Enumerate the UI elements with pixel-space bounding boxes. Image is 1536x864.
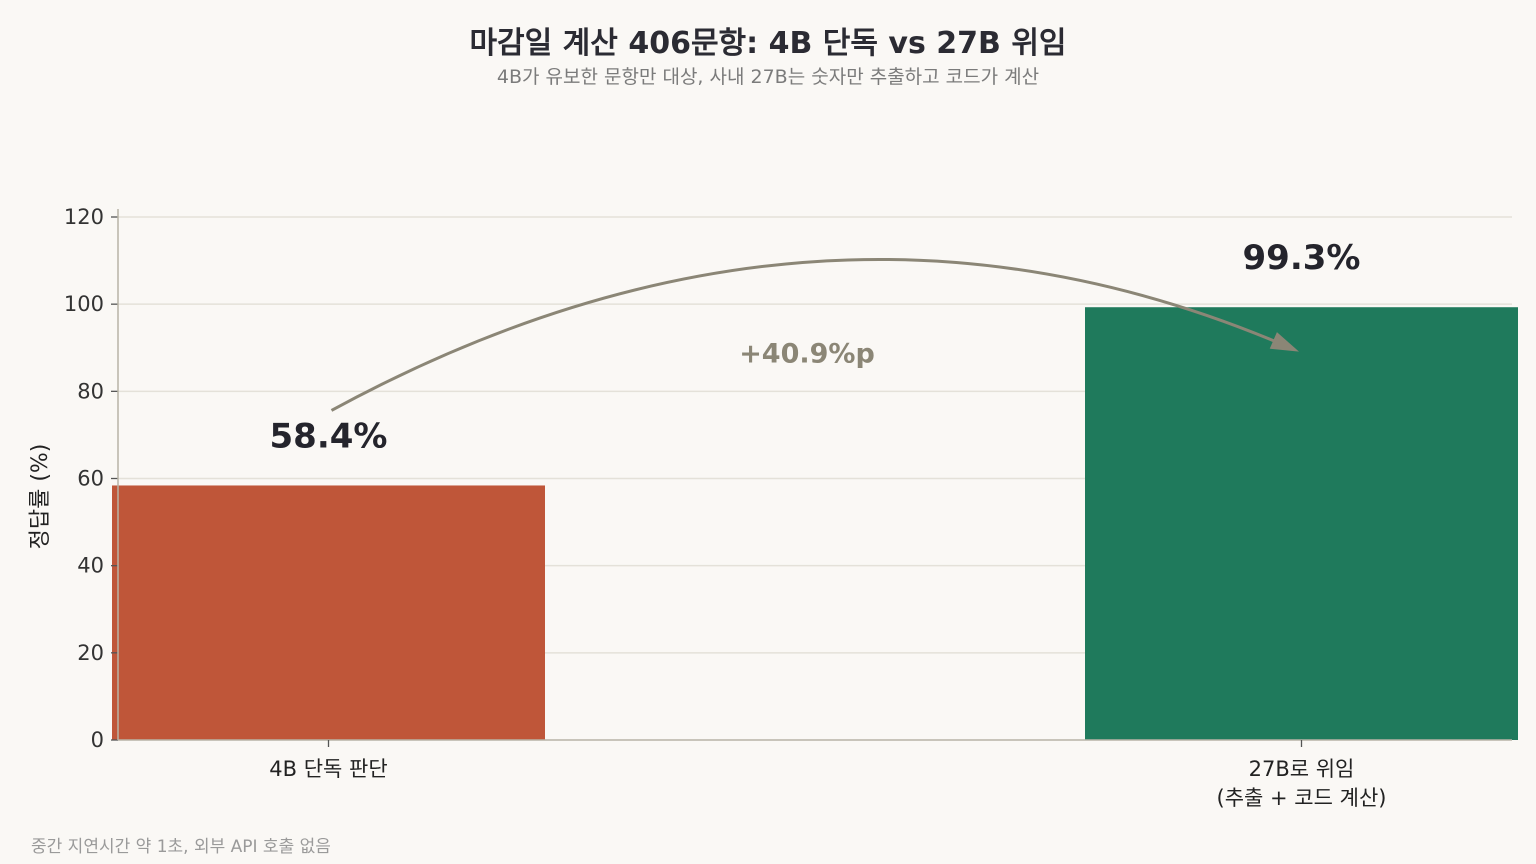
- x-tick-label: 4B 단독 판단: [269, 757, 387, 781]
- y-tick-label: 80: [77, 379, 104, 403]
- y-axis-label: 정답률 (%): [28, 444, 53, 550]
- axes: 0 20 40 60 80 100 120 정답률 (%): [28, 205, 1512, 752]
- chart-subtitle: 4B가 유보한 문항만 대상, 사내 27B는 숫자만 추출하고 코드가 계산: [496, 66, 1040, 88]
- labels: 4B 단독 판단 58.4% 27B로 위임 (추출 + 코드 계산) 99.3% +40…: [269, 238, 1386, 810]
- y-tick-label: 0: [91, 728, 104, 752]
- delta-label: +40.9%p: [739, 338, 875, 369]
- y-tick-label: 20: [77, 641, 104, 665]
- y-tick-label: 40: [77, 554, 104, 578]
- chart-title: 마감일 계산 406문항: 4B 단독 vs 27B 위임: [469, 26, 1067, 61]
- footnote: 중간 지연시간 약 1초, 외부 API 호출 없음: [31, 837, 331, 857]
- delta-arrowhead: [1269, 332, 1300, 352]
- delta-arrow: [330, 258, 1295, 412]
- data-label: 99.3%: [1243, 238, 1361, 278]
- bar: [112, 485, 545, 740]
- y-tick-label: 60: [77, 467, 104, 491]
- bars: [112, 307, 1518, 740]
- x-tick-label: 27B로 위임: [1249, 757, 1355, 781]
- y-tick-label: 120: [64, 205, 104, 229]
- data-label: 58.4%: [270, 416, 388, 456]
- x-tick-label: (추출 + 코드 계산): [1217, 786, 1387, 810]
- bar: [1085, 307, 1518, 740]
- y-tick-label: 100: [64, 292, 104, 316]
